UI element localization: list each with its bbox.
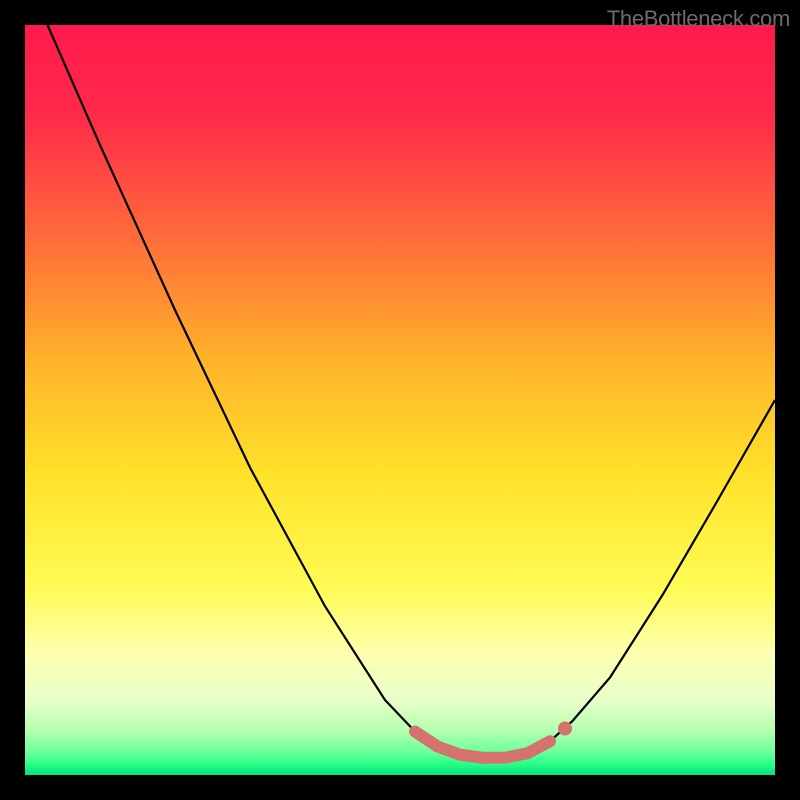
watermark-text: TheBottleneck.com — [607, 6, 790, 32]
plot-background — [25, 25, 775, 775]
optimal-range-end-dot — [558, 722, 572, 736]
chart-container: TheBottleneck.com — [0, 0, 800, 800]
bottleneck-curve-chart — [0, 0, 800, 800]
